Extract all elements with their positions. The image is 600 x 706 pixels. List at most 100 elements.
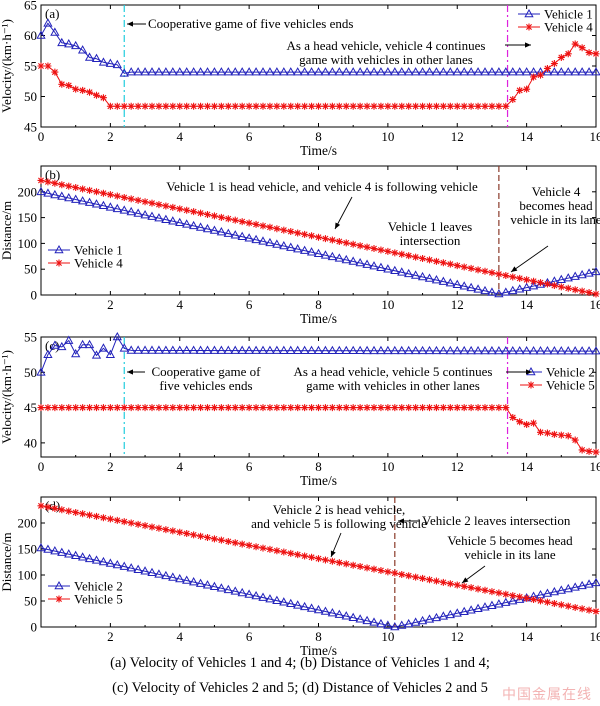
- data-point: [313, 67, 324, 76]
- data-point: [64, 192, 74, 202]
- data-point: [348, 67, 358, 76]
- data-point: [564, 432, 572, 440]
- data-point: [397, 345, 407, 355]
- data-point: [197, 532, 205, 540]
- data-point: [112, 331, 122, 341]
- data-point: [438, 345, 449, 355]
- data-point: [321, 235, 329, 243]
- data-point: [459, 67, 469, 76]
- data-point: [431, 612, 442, 622]
- data-point: [147, 67, 157, 76]
- y-tick-label: 60: [24, 28, 37, 43]
- data-point: [294, 404, 302, 412]
- data-point: [466, 345, 476, 355]
- data-point: [105, 58, 116, 67]
- data-point: [50, 189, 60, 199]
- data-point: [43, 18, 53, 27]
- data-point: [453, 262, 461, 270]
- data-point: [204, 102, 211, 110]
- caption-line-1: (a) Velocity of Vehicles 1 and 4; (b) Di…: [110, 655, 490, 671]
- data-point: [161, 570, 171, 580]
- data-point: [238, 540, 246, 548]
- data-point: [334, 67, 344, 76]
- data-point: [244, 67, 254, 76]
- data-point: [133, 67, 143, 76]
- data-point: [57, 341, 67, 351]
- data-point: [113, 404, 121, 412]
- data-point: [266, 404, 274, 412]
- data-point: [355, 614, 365, 623]
- data-point: [162, 202, 170, 210]
- data-point: [405, 404, 413, 412]
- data-point: [258, 67, 268, 76]
- data-point: [542, 588, 553, 597]
- data-point: [315, 233, 322, 241]
- data-point: [280, 102, 288, 110]
- data-point: [57, 37, 67, 47]
- data-point: [147, 345, 157, 354]
- data-point: [453, 102, 461, 110]
- data-point: [577, 67, 587, 76]
- x-tick-label: 16: [590, 459, 600, 474]
- x-tick-label: 12: [451, 297, 464, 312]
- data-point: [93, 91, 100, 99]
- x-tick-label: 4: [177, 629, 184, 644]
- data-point: [84, 553, 95, 563]
- x-axis-label: Time/s: [300, 643, 337, 658]
- data-point: [557, 431, 565, 439]
- data-point: [516, 86, 524, 94]
- data-point: [362, 345, 372, 355]
- data-point: [188, 220, 199, 230]
- data-point: [405, 252, 413, 260]
- data-point: [445, 609, 455, 619]
- data-point: [209, 67, 220, 76]
- data-point: [79, 404, 87, 412]
- data-point: [426, 102, 433, 110]
- legend-marker: [527, 381, 535, 389]
- data-point: [391, 102, 399, 110]
- data-point: [494, 67, 504, 76]
- data-point: [313, 248, 324, 258]
- data-point: [405, 572, 413, 580]
- data-point: [348, 612, 358, 622]
- data-point: [549, 346, 560, 355]
- data-point: [141, 404, 149, 412]
- data-point: [501, 67, 511, 76]
- data-point: [370, 404, 378, 412]
- data-point: [161, 67, 171, 76]
- data-point: [72, 508, 80, 516]
- data-point: [315, 102, 322, 110]
- data-point: [119, 205, 129, 214]
- data-point: [335, 237, 343, 245]
- data-point: [474, 102, 482, 110]
- y-tick-label: 200: [18, 184, 38, 199]
- data-point: [64, 549, 74, 558]
- data-point: [549, 67, 560, 76]
- data-point: [98, 200, 109, 210]
- data-point: [362, 259, 372, 268]
- data-point: [557, 53, 565, 61]
- data-point: [65, 404, 73, 412]
- data-point: [592, 50, 600, 58]
- data-point: [543, 429, 551, 437]
- data-point: [279, 67, 289, 76]
- data-point: [321, 102, 329, 110]
- data-point: [238, 218, 246, 226]
- data-point: [446, 404, 454, 412]
- data-point: [77, 552, 88, 561]
- x-tick-label: 16: [590, 629, 600, 644]
- legend-label: Vehicle 1: [544, 7, 593, 22]
- y-tick-label: 50: [24, 594, 37, 609]
- data-point: [515, 67, 525, 76]
- data-point: [65, 82, 73, 90]
- data-point: [592, 607, 600, 615]
- data-point: [259, 222, 267, 230]
- data-point: [266, 102, 274, 110]
- series-vehicle-2: [36, 331, 600, 376]
- annotation-text: As a head vehicle, vehicle 4 continues: [287, 38, 486, 53]
- data-point: [439, 578, 447, 586]
- data-point: [495, 589, 503, 597]
- data-point: [259, 544, 267, 552]
- data-point: [460, 102, 468, 110]
- data-point: [585, 447, 593, 455]
